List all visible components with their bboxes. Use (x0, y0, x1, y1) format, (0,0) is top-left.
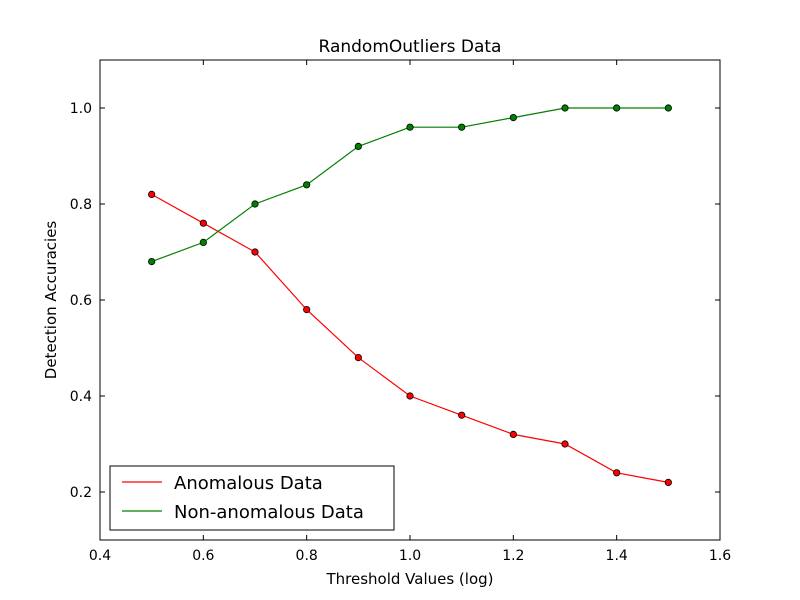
y-tick-label: 0.4 (70, 389, 92, 405)
y-tick-label: 1.0 (70, 101, 92, 117)
series-0-point (251, 248, 259, 256)
legend: Anomalous Data Non-anomalous Data (109, 465, 395, 531)
series-1-point (561, 104, 569, 112)
x-tick-label: 0.8 (296, 548, 318, 564)
legend-label-non-anomalous: Non-anomalous Data (174, 502, 364, 523)
series-0-point (664, 478, 672, 486)
x-tick-label: 1.2 (502, 548, 524, 564)
plot-frame (99, 59, 721, 541)
series-0-point (458, 411, 466, 419)
series-0-point (303, 305, 311, 314)
x-tick-label: 0.4 (89, 548, 111, 564)
series-0-point (406, 392, 414, 400)
series-0-point (354, 353, 362, 362)
series-1-point (148, 257, 156, 266)
series-0-point (148, 190, 156, 198)
series-0-point (509, 430, 517, 438)
y-axis-ticks: 0.2 0.4 0.6 0.8 1.0 (70, 101, 720, 501)
x-axis-label: Threshold Values (log) (325, 570, 493, 588)
series-1-point (406, 123, 414, 131)
legend-box (109, 465, 395, 531)
y-axis-label: Detection Accuracies (42, 221, 60, 380)
y-tick-label: 0.6 (70, 293, 92, 309)
x-tick-label: 1.4 (606, 548, 628, 564)
series-0-point (613, 469, 621, 477)
x-tick-label: 1.0 (399, 548, 421, 564)
series-1-point (199, 238, 207, 246)
series-0-point (561, 440, 569, 448)
series-1-point (251, 200, 259, 208)
x-axis-ticks: 0.4 0.6 0.8 1.0 1.2 1.4 1.6 (89, 60, 731, 564)
series-1-point (354, 142, 362, 150)
series-1-point (664, 104, 672, 112)
series-layer (148, 104, 672, 486)
legend-label-anomalous: Anomalous Data (174, 473, 323, 494)
series-1-point (509, 114, 517, 122)
series-1-point (458, 123, 466, 131)
series-0-point (199, 219, 207, 227)
x-tick-label: 1.6 (709, 548, 731, 564)
y-tick-label: 0.8 (70, 197, 92, 213)
series-1-point (303, 181, 311, 189)
series-1-point (613, 104, 621, 112)
y-tick-label: 0.2 (70, 485, 92, 501)
x-tick-label: 0.6 (192, 548, 214, 564)
chart-title: RandomOutliers Data (319, 37, 502, 57)
